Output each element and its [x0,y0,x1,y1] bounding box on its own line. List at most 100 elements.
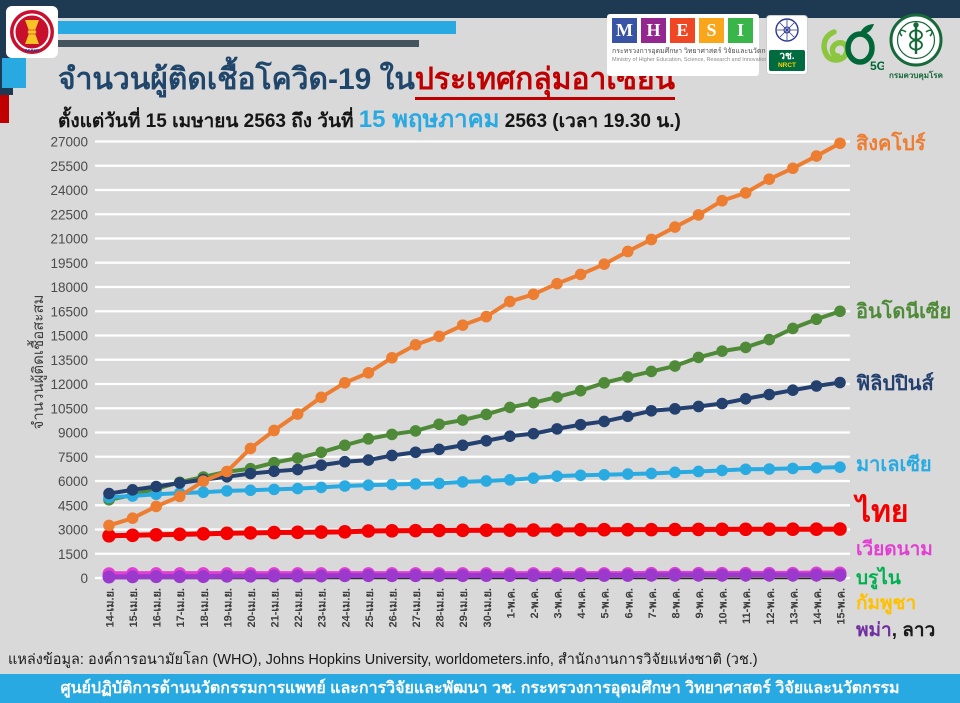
data-point [621,410,634,423]
x-tick-label: 30-เม.ย. [482,588,494,627]
data-point [738,522,753,537]
data-point [173,490,186,503]
data-point [243,569,257,583]
data-point [739,568,753,582]
data-point [550,523,564,537]
ddc-name: กรมควบคุมโรค [889,71,943,80]
data-point [149,528,163,542]
data-point [574,568,588,582]
data-point [433,443,445,456]
x-tick-label: 10-พ.ค. [718,588,730,625]
legend-item: สิงคโปร์ [856,127,926,159]
data-point [691,522,706,537]
y-tick-label: 18000 [50,280,88,295]
sixty-glyph-light [821,29,850,63]
data-point [456,569,470,583]
data-point [715,568,729,582]
sixty-glyph-dark [845,31,875,65]
x-tick-label: 22-เม.ย. [293,588,305,627]
data-point [385,523,399,538]
legend-item: ไทย [856,489,908,536]
mhesi-letter-s: S [699,18,724,43]
legend-label: ฟิลิปปินส์ [856,373,934,395]
data-point [645,365,658,378]
mhesi-eng-name: Ministry of Higher Education, Science, R… [612,57,768,63]
data-point [173,570,187,584]
data-point [314,525,329,539]
data-point [833,568,847,582]
data-point [125,528,140,543]
data-point [362,366,375,379]
data-point [692,568,706,582]
series-thailand [102,522,847,543]
data-point [716,464,728,477]
x-tick-label: 15-พ.ค. [836,588,848,625]
x-tick-label: 18-เม.ย. [199,588,211,627]
data-point [339,439,351,452]
data-point [456,439,469,452]
data-point [763,333,776,346]
data-point [739,392,752,405]
data-point [290,525,305,540]
leaf-icon [860,24,874,34]
legend-item: พม่า, ลาว [856,615,935,645]
data-point [669,466,681,479]
y-tick-label: 13500 [50,353,88,368]
x-tick-label: 26-เม.ย. [387,588,399,627]
legend-label: บรูไน [856,568,901,589]
x-tick-label: 1-พ.ค. [505,588,517,619]
x-tick-label: 15-เม.ย. [128,588,140,627]
data-point [314,569,328,583]
data-point [196,570,210,584]
data-point [244,467,257,480]
x-tick-label: 8-พ.ค. [670,588,682,619]
data-point [527,472,540,484]
data-point [739,341,752,354]
data-point [692,400,705,413]
y-tick-label: 10500 [50,401,88,416]
data-point [479,523,494,538]
data-point [315,446,328,459]
y-tick-label: 19500 [50,256,88,271]
data-point [574,384,587,397]
data-point [409,425,422,437]
data-point [550,568,564,582]
data-point [361,569,375,583]
legend-item: ฟิลิปปินส์ [856,367,934,399]
left-red-strip [0,95,9,123]
data-point [315,481,328,494]
data-point [267,569,281,583]
header-blue-stripe [57,21,456,34]
x-tick-label: 14-พ.ค. [812,588,824,625]
footer-banner: ศูนย์ปฏิบัติการด้านนวัตกรรมการแพทย์ และก… [0,674,960,703]
data-point [810,461,823,474]
mhesi-letter-i: I [728,18,753,43]
y-tick-label: 1500 [58,547,88,562]
data-point [386,428,398,441]
page-subtitle: ตั้งแต่วันที่ 15 เมษายน 2563 ถึง วันที่ … [58,99,681,138]
y-tick-label: 27000 [50,135,88,150]
data-point [598,258,610,271]
data-point [598,469,610,481]
x-tick-label: 2-พ.ค. [529,588,541,619]
data-point [243,526,258,540]
data-point [386,351,398,364]
data-point [103,519,115,532]
data-point [221,485,233,497]
data-point [268,456,280,469]
series-malaysia [103,461,846,504]
data-point [598,377,610,389]
data-point [386,449,398,462]
legend-label: กัมพูชา [856,593,917,614]
data-point [762,522,777,537]
data-point [527,288,540,301]
data-point [197,475,210,487]
x-tick-label: 6-พ.ค. [623,588,635,619]
legend-label: เวียดนาม [856,539,933,560]
data-point [455,523,470,538]
data-point [480,408,493,421]
x-tick-label: 25-เม.ย. [364,588,376,627]
data-point [551,277,563,290]
data-point [362,479,375,491]
